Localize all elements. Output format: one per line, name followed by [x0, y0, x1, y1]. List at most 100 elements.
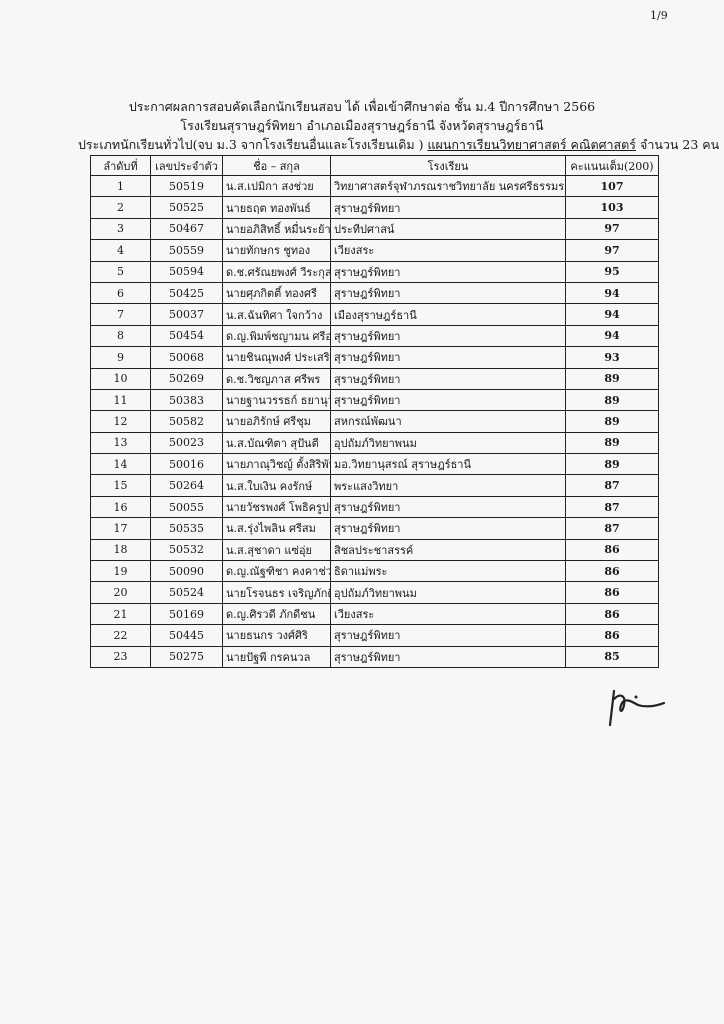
rank-cell: 4	[90, 239, 151, 262]
table-row: 21 50169 ด.ญ.ศิรวดี ภักดีชน เวียงสระ 86	[90, 602, 659, 626]
name-cell: น.ส.ใบเงิน คงรักษ์	[222, 474, 331, 497]
document-title: ประกาศผลการสอบคัดเลือกนักเรียนสอบ ได้ เพ…	[128, 99, 596, 114]
score-cell: 85	[565, 645, 659, 668]
rank-cell: 19	[90, 560, 151, 583]
school-cell: สุราษฎร์พิทยา	[330, 346, 566, 369]
name-cell: นายธนกร วงศ์ศิริ	[222, 624, 331, 647]
column-header: ลำดับที่	[90, 155, 151, 176]
rank-cell: 3	[90, 217, 151, 241]
rank-cell: 2	[90, 196, 151, 219]
name-cell: นายอภิรักษ์ ศรีชุม	[222, 410, 331, 433]
name-cell: นายอภิสิทธิ์ หมื่นระย้า	[222, 217, 331, 241]
name-cell: น.ส.ฉันทิศา ใจกว้าง	[222, 303, 331, 326]
table-row: 19 50090 ด.ญ.ณัฐฑิชา คงคาช่วย ธิดาแม่พระ 86	[90, 560, 659, 583]
rank-cell: 10	[90, 367, 151, 390]
score-cell: 97	[565, 239, 659, 262]
table-header: ลำดับที่ เลขประจำตัว ชื่อ – สกุล โรงเรียน คะ…	[90, 155, 659, 176]
id-cell: 50275	[150, 645, 223, 668]
name-cell: ด.ญ.ณัฐฑิชา คงคาช่วย	[222, 560, 331, 583]
rank-cell: 15	[90, 474, 151, 497]
signature	[608, 689, 666, 727]
table-row: 20 50524 นายโรจนธร เจริญภักดี อุปถัมภ์วิทยา…	[90, 581, 659, 604]
name-cell: นายชินณุพงศ์ ประเสริฐเพชรมณี	[222, 346, 331, 369]
score-cell: 86	[565, 560, 659, 583]
page-number: 1/9	[650, 9, 668, 22]
score-cell: 86	[565, 624, 659, 647]
score-cell: 87	[565, 517, 659, 540]
school-cell: สุราษฎร์พิทยา	[330, 260, 566, 283]
rank-cell: 7	[90, 303, 151, 326]
score-cell: 97	[565, 217, 659, 241]
school-cell: วิทยาศาสตร์จุฬาภรณราชวิทยาลัย นครศรีธรรม…	[330, 174, 566, 198]
school-cell: มอ.วิทยานุสรณ์ สุราษฎร์ธานี	[330, 453, 566, 476]
id-cell: 50454	[150, 324, 223, 348]
name-cell: นายวัชรพงศ์ โพธิครูประเสริฐ	[222, 495, 331, 519]
category-prefix: ประเภทนักเรียนทั่วไป(จบ ม.3 จากโรงเรียนอ…	[78, 137, 428, 152]
table-row: 15 50264 น.ส.ใบเงิน คงรักษ์ พระแสงวิทยา 87	[90, 474, 659, 497]
name-cell: นายปัฐพี กรคนวล	[222, 645, 331, 668]
id-cell: 50169	[150, 602, 223, 626]
school-cell: เมืองสุราษฎร์ธานี	[330, 303, 566, 326]
school-cell: เวียงสระ	[330, 602, 566, 626]
school-cell: สิชลประชาสรรค์	[330, 538, 566, 562]
id-cell: 50445	[150, 624, 223, 647]
table-row: 7 50037 น.ส.ฉันทิศา ใจกว้าง เมืองสุราษฎร์ธา…	[90, 303, 659, 326]
id-cell: 50068	[150, 346, 223, 369]
table-row: 22 50445 นายธนกร วงศ์ศิริ สุราษฎร์พิทยา 86	[90, 624, 659, 647]
score-cell: 89	[565, 453, 659, 476]
id-cell: 50467	[150, 217, 223, 241]
table-row: 13 50023 น.ส.บัณฑิตา สุปันตี อุปถัมภ์วิทยาพ…	[90, 431, 659, 455]
school-cell: สหกรณ์พัฒนา	[330, 410, 566, 433]
table-row: 10 50269 ด.ช.วิชญภาส ศรีพร สุราษฎร์พิทยา 89	[90, 367, 659, 390]
name-cell: นายภาณุวิชญ์ ตั้งสิริพันธกุล	[222, 453, 331, 476]
id-cell: 50519	[150, 174, 223, 198]
score-cell: 89	[565, 367, 659, 390]
name-cell: น.ส.บัณฑิตา สุปันตี	[222, 431, 331, 455]
school-cell: สุราษฎร์พิทยา	[330, 196, 566, 219]
school-cell: สุราษฎร์พิทยา	[330, 281, 566, 305]
rank-cell: 12	[90, 410, 151, 433]
column-header: เลขประจำตัว	[150, 155, 223, 176]
score-cell: 87	[565, 474, 659, 497]
column-header: คะแนนเต็ม(200)	[565, 155, 659, 176]
rank-cell: 5	[90, 260, 151, 283]
rank-cell: 23	[90, 645, 151, 668]
name-cell: น.ส.รุ่งไพลิน ศรีสม	[222, 517, 331, 540]
score-cell: 89	[565, 431, 659, 455]
score-cell: 89	[565, 388, 659, 412]
score-cell: 107	[565, 174, 659, 198]
id-cell: 50582	[150, 410, 223, 433]
score-cell: 86	[565, 602, 659, 626]
category-line: ประเภทนักเรียนทั่วไป(จบ ม.3 จากโรงเรียนอ…	[78, 136, 719, 154]
rank-cell: 13	[90, 431, 151, 455]
school-cell: พระแสงวิทยา	[330, 474, 566, 497]
school-cell: สุราษฎร์พิทยา	[330, 495, 566, 519]
score-cell: 86	[565, 581, 659, 604]
school-cell: อุปถัมภ์วิทยาพนม	[330, 581, 566, 604]
table-row: 18 50532 น.ส.สุชาดา แซ่อุ่ย สิชลประชาสรรค์ 8…	[90, 538, 659, 562]
name-cell: นายโรจนธร เจริญภักดี	[222, 581, 331, 604]
table-row: 23 50275 นายปัฐพี กรคนวล สุราษฎร์พิทยา 85	[90, 645, 659, 668]
school-cell: สุราษฎร์พิทยา	[330, 624, 566, 647]
rank-cell: 22	[90, 624, 151, 647]
id-cell: 50023	[150, 431, 223, 455]
results-table: ลำดับที่ เลขประจำตัว ชื่อ – สกุล โรงเรียน คะ…	[90, 155, 659, 668]
score-cell: 86	[565, 538, 659, 562]
score-cell: 94	[565, 303, 659, 326]
id-cell: 50532	[150, 538, 223, 562]
table-row: 3 50467 นายอภิสิทธิ์ หมื่นระย้า ประทีปศาสน์…	[90, 217, 659, 241]
id-cell: 50524	[150, 581, 223, 604]
id-cell: 50055	[150, 495, 223, 519]
id-cell: 50264	[150, 474, 223, 497]
name-cell: นายศุภกิตติ์ ทองศรี	[222, 281, 331, 305]
name-cell: ด.ญ.ศิรวดี ภักดีชน	[222, 602, 331, 626]
score-cell: 94	[565, 324, 659, 348]
name-cell: ด.ช.วิชญภาส ศรีพร	[222, 367, 331, 390]
rank-cell: 11	[90, 388, 151, 412]
name-cell: นายฐานวรรธก์ ธยานุวัฒนวงศ์	[222, 388, 331, 412]
